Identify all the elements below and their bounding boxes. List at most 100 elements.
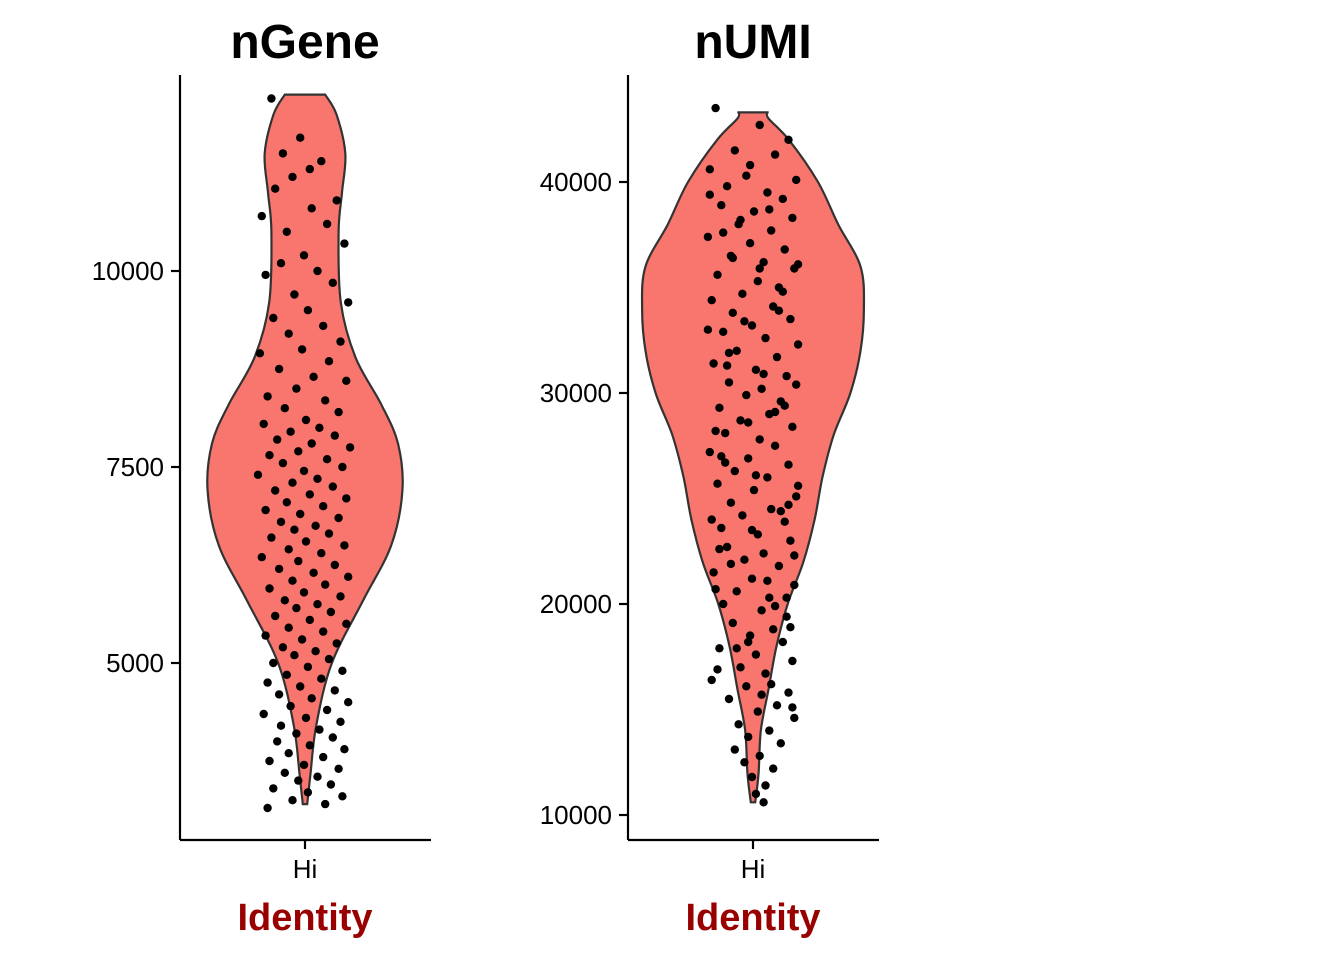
data-point [282, 670, 291, 679]
y-tick-label: 10000 [92, 256, 164, 286]
data-point [278, 643, 288, 652]
data-point [267, 94, 276, 103]
data-point [738, 289, 747, 298]
data-point [724, 694, 734, 704]
data-point [311, 647, 320, 656]
data-point [311, 521, 320, 530]
data-point [751, 650, 761, 659]
data-point [755, 120, 764, 130]
data-point [280, 404, 289, 413]
data-point [784, 135, 793, 144]
data-point [776, 739, 785, 748]
data-point [292, 729, 301, 738]
data-point [284, 749, 293, 758]
data-point [315, 423, 324, 432]
data-point [761, 333, 770, 343]
data-point [724, 348, 734, 358]
data-point [274, 564, 284, 574]
data-point [284, 545, 293, 554]
data-point [711, 585, 720, 594]
data-point [755, 751, 764, 761]
data-point [328, 278, 337, 287]
data-point [744, 637, 753, 647]
data-point [784, 460, 793, 469]
data-point [780, 245, 789, 254]
data-point [740, 758, 749, 767]
data-point [321, 396, 330, 405]
data-point [749, 207, 759, 216]
data-point [326, 607, 336, 617]
data-point [284, 329, 293, 338]
data-point [728, 308, 737, 317]
data-point [732, 587, 741, 596]
data-point [263, 392, 272, 401]
y-ticks: 5000 7500 10000 [92, 256, 180, 678]
panel-title: nGene [230, 16, 379, 69]
data-point [261, 631, 270, 640]
data-point [792, 175, 801, 185]
violin-body [206, 93, 404, 806]
data-point [788, 422, 797, 431]
data-point [745, 631, 755, 640]
data-point [793, 340, 803, 349]
data-point [738, 511, 747, 520]
data-point [286, 701, 295, 711]
data-point [778, 194, 787, 204]
data-point [330, 431, 339, 440]
data-point [722, 182, 732, 191]
panel-title: nUMI [694, 16, 811, 69]
data-point [338, 666, 347, 675]
data-point [745, 239, 755, 248]
data-point [763, 188, 772, 197]
data-point [315, 725, 324, 734]
data-point [313, 266, 322, 276]
data-point [767, 680, 776, 689]
data-point [278, 458, 288, 468]
data-point [736, 663, 745, 672]
data-point [319, 321, 328, 331]
data-point [757, 606, 766, 615]
data-point [319, 502, 328, 511]
data-point [332, 639, 341, 648]
data-point [717, 201, 726, 210]
data-point [261, 505, 270, 515]
data-point [717, 452, 726, 461]
data-point [755, 264, 764, 273]
data-point [274, 690, 284, 699]
data-point [788, 703, 797, 712]
data-point [761, 669, 770, 678]
data-point [713, 270, 722, 279]
data-point [744, 418, 753, 427]
data-point [719, 599, 728, 609]
data-point [703, 232, 713, 242]
data-point [271, 611, 280, 621]
points-group [703, 103, 803, 807]
data-point [740, 555, 749, 564]
data-point [282, 498, 291, 507]
data-point [703, 325, 713, 334]
data-point [790, 580, 799, 590]
data-point [788, 656, 797, 666]
data-point [305, 615, 314, 625]
data-point [278, 149, 288, 158]
x-tick-label: Hi [293, 854, 318, 884]
data-point [705, 190, 714, 199]
data-point [322, 455, 332, 464]
panel-numi: nUMI 10000 20000 30000 40000 Hi Identity [540, 16, 879, 939]
data-point [296, 509, 305, 519]
data-point [730, 745, 739, 754]
data-point [263, 803, 272, 813]
data-point [769, 625, 778, 634]
data-point [319, 627, 328, 636]
data-point [338, 462, 347, 472]
data-point [297, 635, 307, 644]
data-point [707, 515, 716, 524]
data-point [732, 644, 741, 653]
data-point [770, 150, 780, 159]
data-point [719, 327, 728, 336]
data-point [257, 211, 266, 221]
data-point [296, 682, 305, 691]
data-point [294, 447, 303, 456]
data-point [259, 419, 268, 429]
data-point [707, 675, 716, 685]
